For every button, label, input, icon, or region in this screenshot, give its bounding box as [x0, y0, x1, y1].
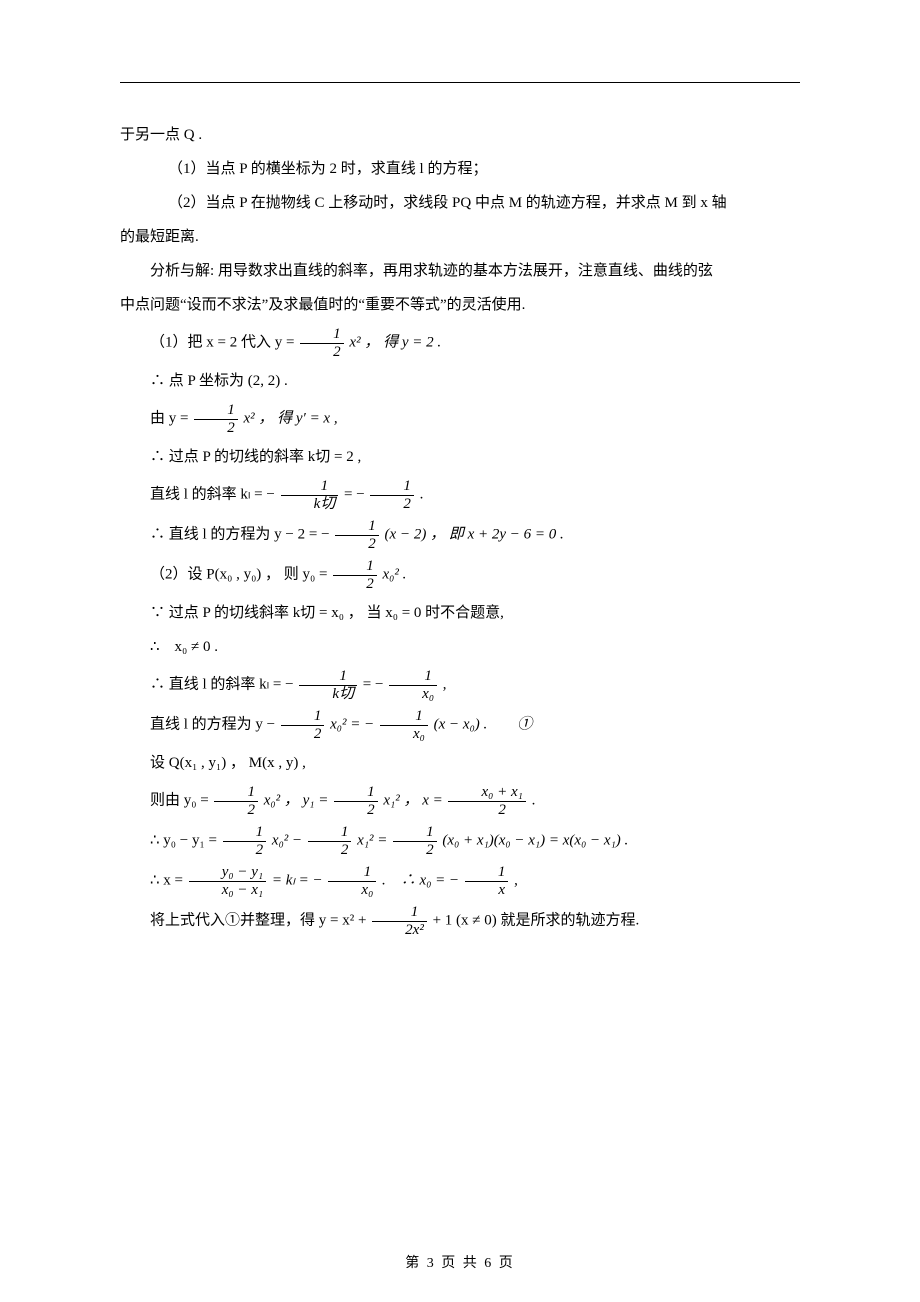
- eq-10: ∴ x = y₀ − y₁x₀ − x₁ = kₗ = − 1x₀ . ∴ x₀…: [120, 864, 800, 898]
- frac-inv-kqie: 1k切: [281, 478, 339, 512]
- text: ∴ 直线 l 的斜率 kₗ = −: [150, 676, 297, 692]
- text: .: [420, 486, 424, 502]
- frac-half: 12: [194, 402, 238, 436]
- text: = −: [363, 676, 387, 692]
- line-tangent-x0: ∵ 过点 P 的切线斜率 k切 = x₀ ， 当 x₀ = 0 时不合题意,: [120, 598, 800, 628]
- frac-x0x1-2: x₀ + x₁2: [448, 784, 525, 818]
- line-analysis-a: 分析与解: 用导数求出直线的斜率，再用求轨迹的基本方法展开，注意直线、曲线的弦: [120, 256, 800, 286]
- eq-11: 将上式代入①并整理，得 y = x² + 12x² + 1 (x ≠ 0) 就是…: [120, 904, 800, 938]
- top-rule: [120, 82, 800, 83]
- eq-2: 由 y = 12 x² ， 得 y′ = x ,: [120, 402, 800, 436]
- text: x₀² .: [382, 566, 406, 582]
- eq-4: ∴ 直线 l 的方程为 y − 2 = − 12 (x − 2) ， 即 x +…: [120, 518, 800, 552]
- text: (x − x₀) . ①: [434, 716, 533, 732]
- text: 由 y =: [150, 410, 192, 426]
- body-content: 于另一点 Q . （1）当点 P 的横坐标为 2 时，求直线 l 的方程； （2…: [120, 120, 800, 938]
- text: 将上式代入①并整理，得 y = x² +: [150, 912, 370, 928]
- page: 于另一点 Q . （1）当点 P 的横坐标为 2 时，求直线 l 的方程； （2…: [0, 0, 920, 1302]
- line-q2a: （2）当点 P 在抛物线 C 上移动时，求线段 PQ 中点 M 的轨迹方程，并求…: [120, 188, 800, 218]
- text: x₀² ， y₁ =: [264, 792, 332, 808]
- line-cont: 于另一点 Q .: [120, 120, 800, 150]
- frac-inv-x0: 1x₀: [380, 708, 428, 742]
- line-p-coord: ∴ 点 P 坐标为 (2, 2) .: [120, 366, 800, 396]
- frac-half: 12: [300, 326, 344, 360]
- frac-half: 12: [308, 824, 352, 858]
- text: x₀² −: [272, 832, 306, 848]
- line-set-qm: 设 Q(x₁ , y₁) ， M(x , y) ,: [120, 748, 800, 778]
- eq-6: ∴ 直线 l 的斜率 kₗ = − 1k切 = − 1x₀ ,: [120, 668, 800, 702]
- line-q2b: 的最短距离.: [120, 222, 800, 252]
- line-analysis-b: 中点问题“设而不求法”及求最值时的“重要不等式”的灵活使用.: [120, 290, 800, 320]
- text: ,: [443, 676, 447, 692]
- eq-9: ∴ y₀ − y₁ = 12 x₀² − 12 x₁² = 12 (x₀ + x…: [120, 824, 800, 858]
- text: （2）设 P(x₀ , y₀) ， 则 y₀ =: [150, 566, 331, 582]
- text: 直线 l 的斜率 kₗ = −: [150, 486, 279, 502]
- frac-half: 12: [214, 784, 258, 818]
- eq-5: （2）设 P(x₀ , y₀) ， 则 y₀ = 12 x₀² .: [120, 558, 800, 592]
- frac-inv-x: 1x: [465, 864, 509, 898]
- line-tangent-slope: ∴ 过点 P 的切线的斜率 k切 = 2 ,: [120, 442, 800, 472]
- frac-inv-2x2: 12x²: [372, 904, 427, 938]
- text: ∴ x =: [150, 872, 187, 888]
- text: 直线 l 的方程为 y −: [150, 716, 279, 732]
- frac-inv-kqie: 1k切: [299, 668, 357, 702]
- frac-half: 12: [333, 558, 377, 592]
- frac-half: 12: [281, 708, 325, 742]
- text: ∴ 直线 l 的方程为 y − 2 = −: [150, 526, 333, 542]
- text: x₀² = −: [330, 716, 378, 732]
- frac-half: 12: [334, 784, 378, 818]
- text: ∴ y₀ − y₁ =: [150, 832, 221, 848]
- eq-7: 直线 l 的方程为 y − 12 x₀² = − 1x₀ (x − x₀) . …: [120, 708, 800, 742]
- page-footer: 第 3 页 共 6 页: [0, 1252, 920, 1272]
- text: x₁² =: [357, 832, 391, 848]
- text: . ∴ x₀ = −: [382, 872, 463, 888]
- text: (x₀ + x₁)(x₀ − x₁) = x(x₀ − x₁) .: [442, 832, 628, 848]
- frac-inv-x0: 1x₀: [389, 668, 437, 702]
- text: = −: [344, 486, 368, 502]
- frac-half: 12: [335, 518, 379, 552]
- frac-dy-dx: y₀ − y₁x₀ − x₁: [189, 864, 266, 898]
- text: x² ， 得 y = 2 .: [349, 334, 441, 350]
- text: (x − 2) ， 即 x + 2y − 6 = 0 .: [385, 526, 564, 542]
- line-q1: （1）当点 P 的横坐标为 2 时，求直线 l 的方程；: [120, 154, 800, 184]
- text: 则由 y₀ =: [150, 792, 212, 808]
- frac-half: 12: [393, 824, 437, 858]
- text: （1）把 x = 2 代入 y =: [150, 334, 298, 350]
- text: ,: [514, 872, 518, 888]
- eq-1: （1）把 x = 2 代入 y = 12 x² ， 得 y = 2 .: [120, 326, 800, 360]
- frac-inv-x0: 1x₀: [328, 864, 376, 898]
- text: x² ， 得 y′ = x ,: [243, 410, 337, 426]
- frac-half: 12: [370, 478, 414, 512]
- text: .: [532, 792, 536, 808]
- text: + 1 (x ≠ 0) 就是所求的轨迹方程.: [433, 912, 640, 928]
- text: x₁² ， x =: [383, 792, 446, 808]
- eq-3: 直线 l 的斜率 kₗ = − 1k切 = − 12 .: [120, 478, 800, 512]
- frac-half: 12: [223, 824, 267, 858]
- line-x0-nonzero: ∴ x₀ ≠ 0 .: [120, 632, 800, 662]
- eq-8: 则由 y₀ = 12 x₀² ， y₁ = 12 x₁² ， x = x₀ + …: [120, 784, 800, 818]
- text: = kₗ = −: [272, 872, 327, 888]
